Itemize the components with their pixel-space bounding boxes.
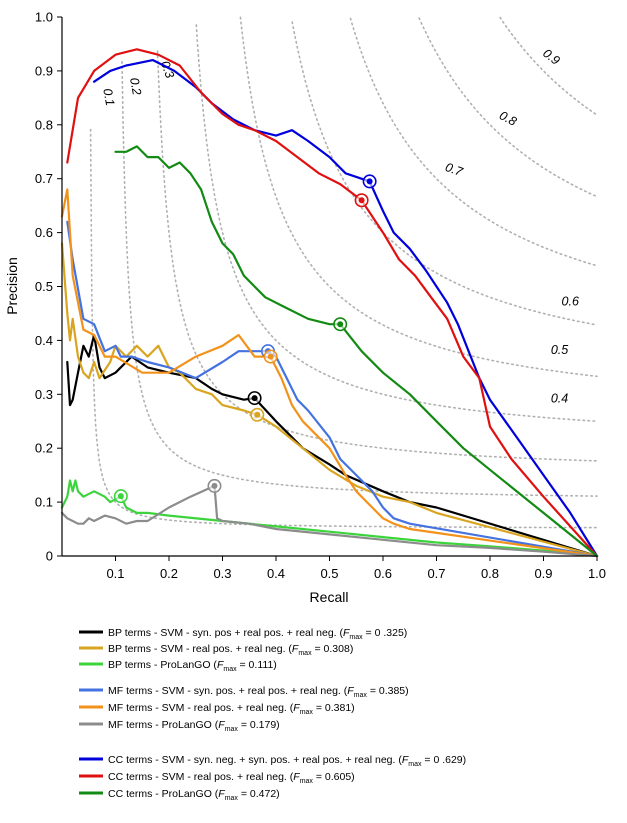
x-tick-label: 0.6 bbox=[374, 566, 392, 581]
fmax-marker-bp-prolango bbox=[113, 489, 128, 504]
iso-f-curve bbox=[156, 50, 598, 462]
x-tick-label: 0.5 bbox=[320, 566, 338, 581]
series-line-cc-svm-real bbox=[66, 48, 599, 558]
iso-f-label: 0.8 bbox=[497, 108, 519, 129]
iso-f-label: 0.7 bbox=[443, 160, 465, 179]
series-line-bp-svm-real bbox=[60, 242, 599, 558]
y-tick-label: 0.4 bbox=[35, 333, 53, 348]
iso-f-curve bbox=[418, 17, 598, 198]
axes: Recall Precision 0 0.1 0.2 0.3 0.4 0.5 0.6 0.7 0… bbox=[4, 10, 606, 606]
iso-f-label: 0.2 bbox=[127, 77, 144, 97]
y-tick-label: 0.3 bbox=[35, 387, 53, 402]
legend-label-bp-svm-syn: BP terms - SVM - syn. pos + real pos. + … bbox=[108, 627, 407, 641]
iso-f-curve bbox=[499, 16, 598, 116]
legend: BP terms - SVM - syn. pos + real pos. + … bbox=[79, 627, 466, 802]
x-tick-label: 0.1 bbox=[106, 566, 124, 581]
iso-f-curve bbox=[239, 16, 598, 378]
y-axis-title: Precision bbox=[4, 257, 20, 315]
iso-f-curve bbox=[89, 128, 598, 529]
fmax-marker-cc-prolango bbox=[333, 317, 348, 332]
x-tick-label: 0.2 bbox=[160, 566, 178, 581]
series-line-cc-prolango bbox=[114, 145, 599, 558]
iso-f-curve bbox=[195, 24, 598, 423]
iso-f-curve bbox=[349, 17, 598, 267]
y-tick-label: 0.1 bbox=[35, 495, 53, 510]
y-tick-label: 0 bbox=[46, 549, 53, 564]
iso-f-label: 0.1 bbox=[100, 87, 117, 107]
series-line-cc-svm-syn bbox=[93, 59, 599, 558]
series-line-bp-prolango bbox=[60, 479, 599, 558]
legend-label-cc-svm-syn: CC terms - SVM - syn. neg. + syn. pos. +… bbox=[108, 754, 466, 768]
series-line-bp-svm-syn bbox=[66, 333, 599, 558]
iso-f-curves: 0.10.20.30.40.50.60.70.80.9 bbox=[89, 16, 598, 529]
legend-label-mf-svm-syn: MF terms - SVM - syn. pos. + real pos. +… bbox=[108, 685, 409, 699]
x-tick-label: 0.3 bbox=[213, 566, 231, 581]
x-tick-label: 0.8 bbox=[481, 566, 499, 581]
x-axis-title: Recall bbox=[310, 589, 349, 605]
series-line-mf-svm-real bbox=[60, 188, 599, 558]
fmax-marker-cc-svm-syn bbox=[362, 174, 377, 189]
iso-f-label: 0.6 bbox=[562, 294, 579, 308]
fmax-marker-cc-svm-real bbox=[354, 193, 369, 208]
y-tick-label: 0.2 bbox=[35, 441, 53, 456]
fmax-marker-mf-svm-real bbox=[263, 349, 278, 364]
fmax-markers bbox=[113, 174, 377, 504]
fmax-marker-mf-prolango bbox=[207, 478, 222, 493]
x-tick-label: 0.7 bbox=[427, 566, 445, 581]
fmax-marker-bp-svm-real bbox=[250, 407, 265, 422]
legend-label-bp-svm-real: BP terms - SVM - real pos. + real neg. (… bbox=[108, 643, 353, 657]
legend-label-bp-prolango: BP terms - ProLanGO (Fmax = 0.111) bbox=[108, 659, 277, 673]
iso-f-curve bbox=[291, 21, 598, 326]
fmax-marker-bp-svm-syn bbox=[247, 391, 262, 406]
y-tick-label: 0.7 bbox=[35, 171, 53, 186]
iso-f-label: 0.5 bbox=[551, 343, 568, 357]
y-tick-label: 1.0 bbox=[35, 10, 53, 25]
legend-label-cc-svm-real: CC terms - SVM - real pos. + real neg. (… bbox=[108, 771, 355, 785]
legend-label-mf-prolango: MF terms - ProLanGO (Fmax = 0.179) bbox=[108, 719, 280, 733]
iso-f-curve bbox=[121, 60, 598, 497]
y-tick-label: 0.8 bbox=[35, 117, 53, 132]
iso-f-label: 0.9 bbox=[540, 46, 562, 68]
y-tick-label: 0.6 bbox=[35, 225, 53, 240]
y-tick-label: 0.5 bbox=[35, 279, 53, 294]
series-line-mf-svm-syn bbox=[66, 220, 599, 558]
pr-series bbox=[60, 48, 599, 558]
x-tick-label: 1.0 bbox=[588, 566, 606, 581]
legend-label-cc-prolango: CC terms - ProLanGO (Fmax = 0.472) bbox=[108, 788, 280, 802]
x-tick-label: 0.9 bbox=[534, 566, 552, 581]
x-tick-label: 0.4 bbox=[267, 566, 285, 581]
series-line-mf-prolango bbox=[60, 484, 599, 558]
y-tick-label: 0.9 bbox=[35, 63, 53, 78]
iso-f-label: 0.4 bbox=[551, 391, 568, 405]
legend-label-mf-svm-real: MF terms - SVM - real pos. + real neg. (… bbox=[108, 702, 355, 716]
